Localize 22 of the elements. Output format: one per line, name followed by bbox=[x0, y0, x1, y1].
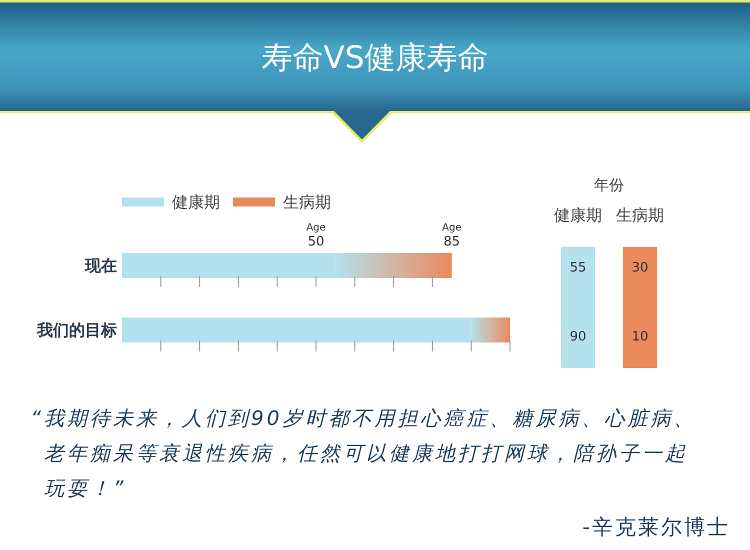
data-label: 90 bbox=[570, 330, 586, 344]
x2-axis-title: Age bbox=[306, 222, 326, 234]
data-label: 30 bbox=[632, 260, 648, 276]
x2-tick-label: 85 bbox=[444, 234, 460, 250]
data-label: 10 bbox=[632, 330, 648, 344]
bar bbox=[335, 253, 452, 278]
x2-tick-label: 50 bbox=[308, 234, 324, 250]
y-tick-label: 我们的目标 bbox=[36, 320, 117, 340]
text: “我期待未来，人们到90岁时都不用担心癌症、糖尿病、心脏病、老年痴呆等衰退性疾病，任然可以健康地打打网球，陪孙子一起玩耍！” bbox=[30, 406, 696, 500]
text: 年份 bbox=[594, 176, 624, 194]
text: 生病期 bbox=[616, 206, 664, 224]
chart-title: 寿命VS健康寿命 bbox=[262, 40, 488, 76]
bar bbox=[471, 318, 510, 342]
text: Age bbox=[442, 222, 462, 234]
text: 健康期 bbox=[554, 206, 602, 224]
legend-label: 生病期 bbox=[283, 192, 331, 212]
y-tick-label: 现在 bbox=[84, 256, 117, 275]
legend-label: 健康期 bbox=[172, 192, 220, 212]
data-label: 55 bbox=[570, 260, 586, 276]
text: -辛克莱尔博士 bbox=[582, 515, 730, 539]
bar bbox=[122, 253, 336, 278]
bar bbox=[122, 318, 472, 342]
